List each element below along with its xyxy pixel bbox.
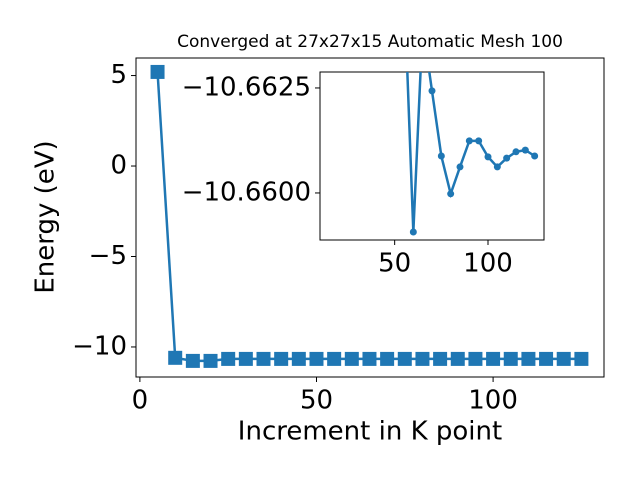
y-axis-label: Energy (eV) — [31, 140, 61, 293]
data-point — [419, 21, 426, 28]
data-point — [203, 353, 218, 368]
data-point — [531, 152, 539, 160]
data-point — [185, 353, 200, 368]
data-point — [238, 351, 253, 366]
x-tick-label: 100 — [463, 249, 513, 279]
plot-area — [406, 21, 539, 236]
y-tick-label: −10.6600 — [182, 177, 311, 207]
data-point — [291, 351, 306, 366]
plot-area — [150, 64, 589, 368]
y-tick-label: 0 — [110, 151, 127, 181]
data-point — [415, 351, 430, 366]
data-point — [475, 137, 483, 145]
x-tick-label: 100 — [468, 386, 518, 416]
data-point — [493, 163, 501, 171]
x-axis-label: Increment in K point — [238, 417, 502, 447]
data-point — [503, 154, 511, 162]
data-point — [168, 350, 183, 365]
data-point — [521, 146, 529, 154]
data-point — [503, 351, 518, 366]
data-point — [539, 351, 554, 366]
y-tick-label: −5 — [89, 241, 127, 271]
data-point — [450, 351, 465, 366]
data-point — [468, 351, 483, 366]
data-point — [428, 87, 436, 95]
chart-title: Converged at 27x27x15 Automatic Mesh 100 — [177, 32, 563, 52]
data-point — [456, 163, 464, 171]
data-point — [274, 351, 289, 366]
data-point — [380, 351, 395, 366]
data-point — [447, 190, 455, 198]
data-point — [556, 351, 571, 366]
data-point — [327, 351, 342, 366]
data-point — [465, 137, 473, 145]
y-tick-label: 5 — [110, 60, 127, 90]
data-point — [409, 228, 417, 236]
data-point — [484, 153, 492, 161]
data-point — [437, 152, 445, 160]
data-point — [486, 351, 501, 366]
data-point — [397, 351, 412, 366]
data-point — [221, 351, 236, 366]
data-point — [309, 351, 324, 366]
data-point — [344, 351, 359, 366]
y-tick-label: −10 — [72, 331, 127, 361]
data-point — [362, 351, 377, 366]
data-point — [512, 148, 520, 156]
y-tick-label: −10.6625 — [182, 72, 311, 102]
data-point — [256, 351, 271, 366]
data-point — [150, 64, 165, 79]
x-tick-label: 50 — [300, 386, 333, 416]
data-point — [433, 351, 448, 366]
x-tick-label: 50 — [378, 249, 411, 279]
x-tick-label: 0 — [132, 386, 149, 416]
data-point — [574, 351, 589, 366]
data-point — [521, 351, 536, 366]
